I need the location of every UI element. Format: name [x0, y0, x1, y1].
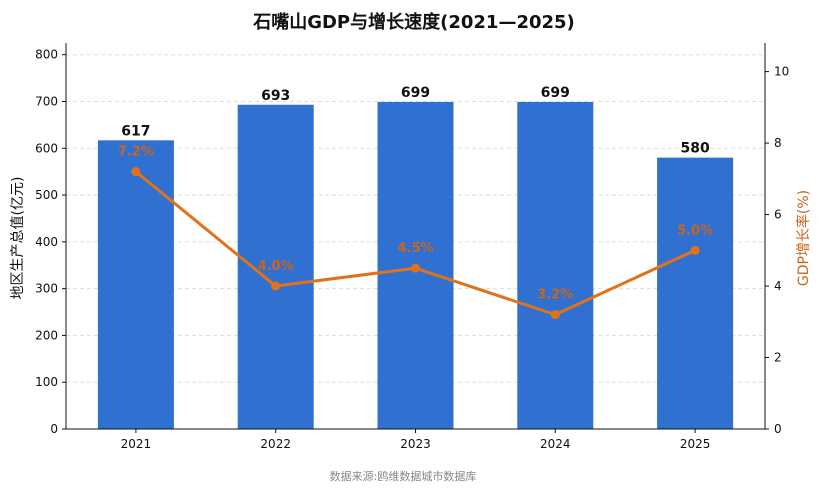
bar-2024	[517, 101, 594, 429]
grid-lines	[66, 54, 765, 383]
tick-labels: 0 100 200 300 400 500 600 700 800 0 2 4 6 8 10 2021 2022…	[35, 48, 789, 451]
x-tick-label-2025: 2025	[680, 437, 711, 451]
bar-value-label-2024: 699	[541, 85, 570, 101]
x-tick-label-2022: 2022	[260, 437, 291, 451]
y-tick-label-100: 100	[35, 375, 58, 389]
growth-value-label-2025: 5.0%	[677, 223, 713, 238]
y-tick-label-200: 200	[35, 328, 58, 342]
growth-point-2022	[271, 281, 281, 291]
growth-line	[131, 167, 700, 320]
x-tick-label-2023: 2023	[400, 437, 431, 451]
bar-2021	[97, 140, 174, 429]
growth-value-label-2021: 7.2%	[118, 145, 154, 160]
y2-axis-label: GDP增长率(%)	[795, 190, 812, 286]
growth-point-2021	[131, 167, 141, 177]
bar-value-label-2022: 693	[261, 88, 290, 104]
growth-point-2024	[550, 310, 560, 320]
y-tick-label-600: 600	[35, 141, 58, 155]
growth-value-label-2022: 4.0%	[258, 259, 294, 274]
bar-value-label-2023: 699	[401, 85, 430, 101]
y-tick-label-800: 800	[35, 48, 58, 62]
y-tick-label-300: 300	[35, 282, 58, 296]
y-tick-label-500: 500	[35, 188, 58, 202]
chart-title: 石嘴山GDP与增长速度(2021—2025)	[252, 11, 575, 33]
y-tick-label-400: 400	[35, 235, 58, 249]
growth-point-2023	[411, 263, 420, 273]
y-axis-label: 地区生产总值(亿元)	[10, 177, 26, 300]
y2-tick-label-10: 10	[774, 65, 789, 79]
y2-tick-label-8: 8	[774, 136, 782, 150]
source-note: 数据来源:鸥维数据城市数据库	[330, 469, 477, 483]
y2-tick-label-2: 2	[774, 351, 782, 365]
y2-tick-label-4: 4	[774, 279, 782, 293]
growth-value-label-2024: 3.2%	[537, 288, 573, 303]
y-tick-label-700: 700	[35, 94, 58, 108]
y2-tick-label-0: 0	[774, 422, 782, 436]
y-tick-label-0: 0	[50, 422, 58, 436]
y2-tick-label-6: 6	[774, 208, 782, 222]
growth-value-label-2023: 4.5%	[397, 241, 433, 256]
bar-2025	[657, 157, 734, 429]
x-tick-label-2024: 2024	[540, 437, 571, 451]
growth-point-2025	[690, 245, 700, 255]
bar-value-label-2025: 580	[680, 141, 709, 157]
data-labels: 617 693 699 699 580 7.2% 4.0% 4.5% 3.2% 5.0%	[118, 85, 713, 303]
x-tick-label-2021: 2021	[121, 437, 152, 451]
bar-value-label-2021: 617	[121, 123, 150, 139]
